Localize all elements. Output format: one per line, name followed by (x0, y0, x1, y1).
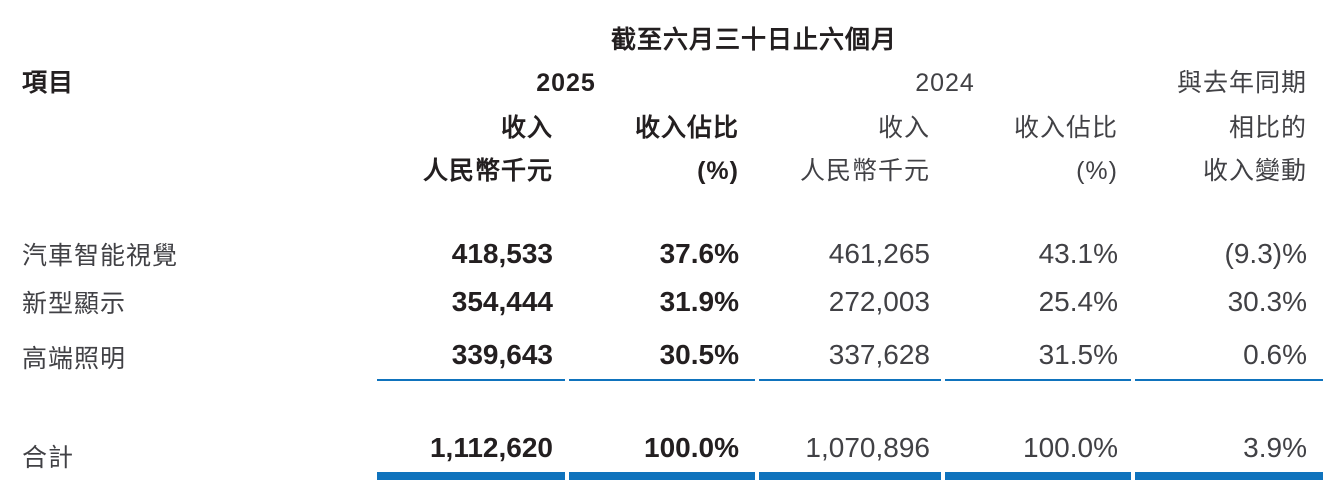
total-revenue-2025: 1,112,620 (377, 381, 565, 480)
revenue-2024-value: 272,003 (828, 286, 930, 318)
change-header-line2: 相比的 (1228, 113, 1307, 142)
share-2025-value: 37.6% (659, 238, 739, 270)
total-revenue-2024: 1,070,896 (759, 381, 941, 480)
revenue-2025-value: 418,533 (451, 238, 553, 270)
row-label: 汽車智能視覺 (22, 241, 179, 270)
subheader-row-2: 人民幣千元 (%) 人民幣千元 (%) 收入變動 (22, 145, 1323, 188)
table-row-automotive-vision: 汽車智能視覺 418,533 37.6% 461,265 43.1% (9.3)… (22, 228, 1323, 276)
share-2024-value: 25.4% (1038, 286, 1118, 318)
revenue-2025-value: 339,643 (377, 324, 565, 381)
revenue-2024-value: 337,628 (759, 324, 941, 381)
year-2025-header: 2025 (536, 68, 596, 97)
table-row-new-display: 新型顯示 354,444 31.9% 272,003 25.4% 30.3% (22, 276, 1323, 324)
row-label: 新型顯示 (22, 289, 127, 318)
share-2025-header: 收入佔比 (634, 113, 739, 142)
revenue-2025-header: 收入 (500, 113, 553, 142)
change-value: 30.3% (1227, 286, 1307, 318)
title-spacer-right (1135, 0, 1323, 57)
share-2024-value: 31.5% (945, 324, 1131, 381)
subheader-row-1: 收入 收入佔比 收入 收入佔比 相比的 (22, 101, 1323, 145)
share-2024-unit: (%) (1076, 156, 1118, 185)
item-column-header: 項目 (22, 68, 75, 97)
change-value: 0.6% (1135, 324, 1323, 381)
change-value: (9.3)% (1224, 238, 1307, 270)
year-2024-header: 2024 (915, 68, 975, 97)
row-label: 高端照明 (22, 344, 127, 373)
subheader-spacer (22, 101, 373, 145)
revenue-2025-value: 354,444 (451, 286, 553, 318)
total-share-2024: 100.0% (945, 381, 1131, 480)
change-header-line3: 收入變動 (1202, 156, 1307, 185)
share-2024-value: 43.1% (1038, 238, 1118, 270)
total-share-2025: 100.0% (569, 381, 755, 480)
revenue-2024-value: 461,265 (828, 238, 930, 270)
change-header-line1: 與去年同期 (1176, 68, 1307, 97)
table-row-total: 合計 1,112,620 100.0% 1,070,896 100.0% 3.9… (22, 381, 1323, 480)
spacer-cell (22, 188, 1323, 228)
year-header-row: 項目 2025 2024 與去年同期 (22, 57, 1323, 101)
header-body-spacer (22, 188, 1323, 228)
segment-revenue-table: 截至六月三十日止六個月 項目 2025 2024 與去年同期 收入 收入佔比 收… (18, 0, 1327, 480)
subheader-spacer (22, 145, 373, 188)
share-2024-header: 收入佔比 (1013, 113, 1118, 142)
revenue-2025-unit: 人民幣千元 (422, 156, 553, 185)
period-title: 截至六月三十日止六個月 (610, 25, 897, 54)
revenue-2024-unit: 人民幣千元 (799, 156, 930, 185)
period-title-row: 截至六月三十日止六個月 (22, 0, 1323, 57)
total-label: 合計 (22, 443, 75, 472)
share-2025-unit: (%) (697, 156, 739, 185)
total-change: 3.9% (1135, 381, 1323, 480)
table-row-high-end-lighting: 高端照明 339,643 30.5% 337,628 31.5% 0.6% (22, 324, 1323, 381)
title-spacer-left (22, 0, 373, 57)
revenue-2024-header: 收入 (877, 113, 930, 142)
share-2025-value: 30.5% (569, 324, 755, 381)
share-2025-value: 31.9% (659, 286, 739, 318)
